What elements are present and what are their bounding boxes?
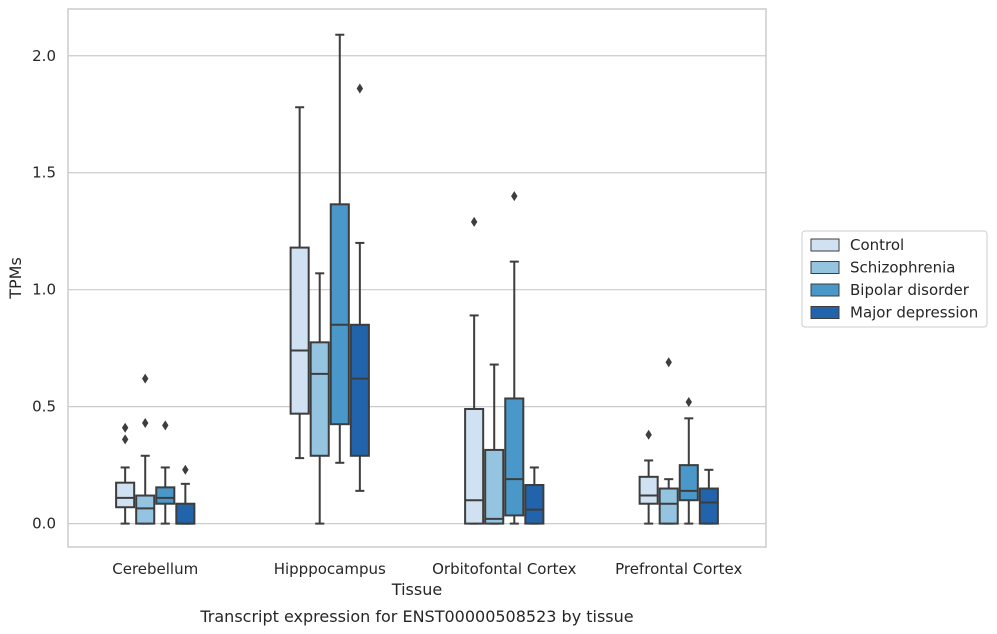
- y-axis-label: TPMs: [6, 257, 25, 300]
- box-body: [698, 487, 719, 525]
- box: [638, 429, 659, 525]
- outlier-marker: [182, 464, 189, 475]
- box-body: [115, 481, 136, 509]
- box: [329, 33, 350, 464]
- box: [698, 468, 719, 525]
- series-group: [115, 106, 659, 525]
- box-body: [484, 448, 505, 525]
- outlier-marker: [121, 434, 129, 445]
- x-tick-label: Prefrontal Cortex: [615, 560, 742, 578]
- box: [349, 83, 370, 492]
- box-body: [504, 397, 525, 517]
- box: [175, 464, 196, 525]
- legend-label: Bipolar disorder: [850, 281, 970, 299]
- box-body: [464, 407, 485, 525]
- legend-swatch: [810, 261, 840, 274]
- box: [289, 106, 310, 460]
- legend-item: Bipolar disorder: [810, 281, 970, 299]
- y-tick-label: 2.0: [32, 47, 56, 65]
- legend-item: Schizophrenia: [810, 259, 955, 277]
- y-tick-label: 0.0: [32, 515, 56, 533]
- x-tick-label: Cerebellum: [112, 560, 198, 578]
- legend-swatch: [810, 238, 840, 252]
- box-body: [678, 464, 699, 502]
- box-body: [524, 484, 545, 525]
- legend-label: Schizophrenia: [850, 259, 955, 277]
- series-group: [175, 83, 719, 525]
- legend-item: Major depression: [810, 304, 978, 322]
- legend-item: Control: [810, 236, 904, 254]
- box-body: [658, 487, 679, 525]
- legend-label: Control: [850, 236, 904, 254]
- x-tick-label: Hipppocampus: [274, 560, 386, 578]
- outlier-marker: [511, 191, 518, 202]
- box: [524, 466, 545, 525]
- legend-swatch: [810, 306, 840, 319]
- box: [464, 216, 485, 525]
- y-tick-label: 1.5: [32, 164, 56, 182]
- outlier-marker: [645, 429, 652, 440]
- outlier-marker: [162, 420, 169, 431]
- chart-caption: Transcript expression for ENST0000050852…: [199, 607, 633, 626]
- outlier-marker: [685, 396, 692, 407]
- box: [658, 357, 679, 525]
- y-tick-label: 0.5: [32, 398, 56, 416]
- series-group: [155, 33, 699, 525]
- outlier-marker: [142, 418, 149, 429]
- x-axis-ticks: Cerebellum Hipppocampus Orbitofontal Corte…: [112, 560, 742, 578]
- outlier-marker: [470, 216, 478, 227]
- box: [678, 396, 699, 525]
- legend-swatch: [810, 283, 840, 297]
- legend-frame: [801, 230, 988, 328]
- plot-frame: [67, 8, 767, 548]
- x-axis-label: Tissue: [391, 580, 442, 599]
- y-tick-label: 1.0: [32, 281, 56, 299]
- box: [484, 363, 505, 525]
- legend: Control Schizophrenia Bipolar disorder Majo…: [801, 230, 988, 328]
- outlier-marker: [142, 373, 149, 384]
- box-body: [135, 494, 156, 525]
- box-body: [329, 203, 350, 426]
- box-series: [115, 33, 719, 525]
- legend-entries: Control Schizophrenia Bipolar disorder Majo…: [810, 236, 978, 322]
- outlier-marker: [121, 422, 129, 433]
- box: [115, 422, 136, 525]
- x-tick-label: Orbitofontal Cortex: [432, 560, 576, 578]
- box: [155, 420, 176, 525]
- outlier-marker: [356, 83, 364, 94]
- gridlines: [68, 55, 766, 525]
- legend-label: Major depression: [850, 304, 978, 322]
- box-body: [349, 323, 370, 457]
- box: [135, 373, 156, 525]
- box: [309, 272, 330, 525]
- y-axis-ticks: 0.0 0.5 1.0 1.5 2.0: [32, 47, 56, 533]
- box-body: [638, 475, 659, 505]
- outlier-marker: [665, 357, 672, 368]
- box: [504, 191, 525, 525]
- box-body: [175, 502, 196, 525]
- series-group: [135, 272, 679, 525]
- box-body: [155, 486, 176, 505]
- box-body: [309, 341, 330, 457]
- box-body: [289, 246, 310, 415]
